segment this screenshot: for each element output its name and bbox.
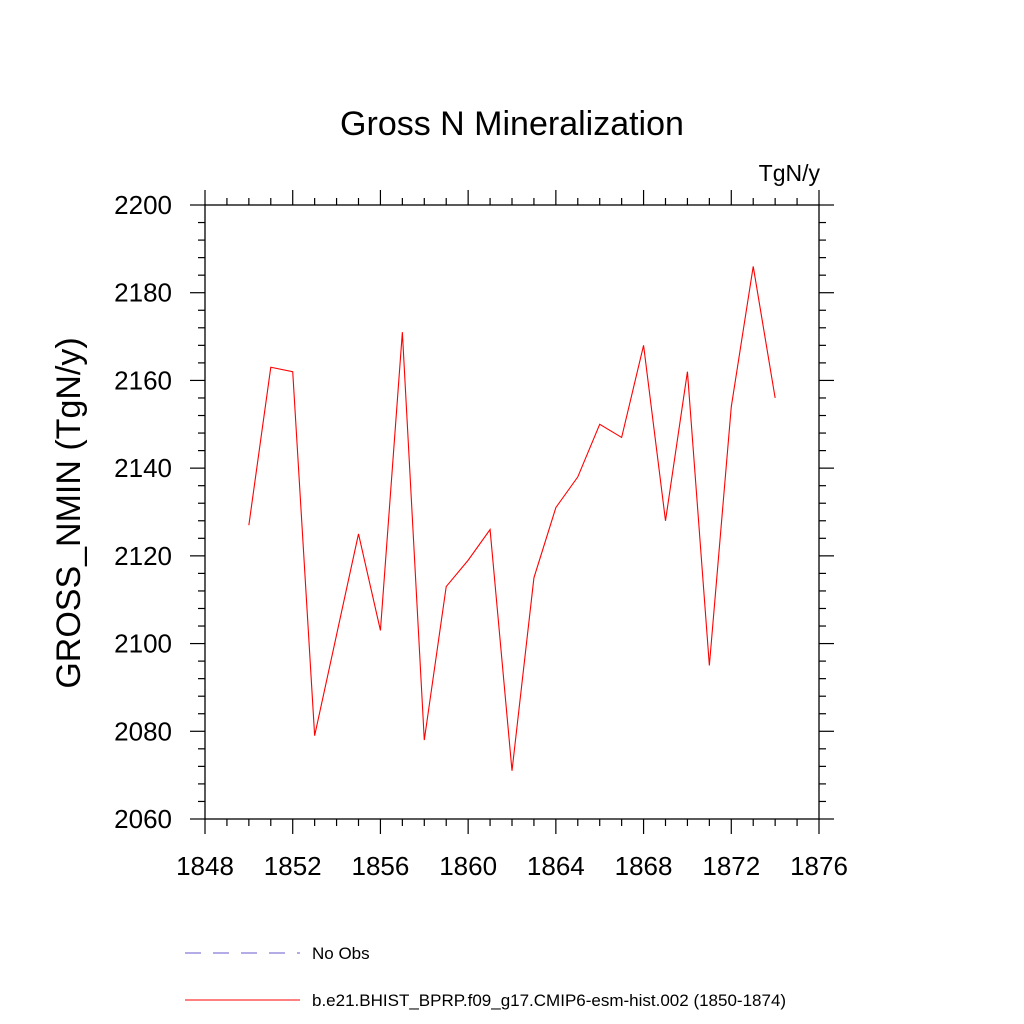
axis-tick-labels: 1848 1852 1856 1860 1864 1868 1872 1876 2060 2080…: [114, 190, 848, 881]
units-label: TgN/y: [759, 160, 821, 186]
x-tick-label: 1872: [702, 851, 760, 881]
y-tick-label: 2200: [114, 190, 172, 220]
series-lines: [248, 266, 776, 771]
y-tick-label: 2140: [114, 453, 172, 483]
y-tick-label: 2100: [114, 629, 172, 659]
x-tick-label: 1860: [439, 851, 497, 881]
x-tick-label: 1852: [264, 851, 322, 881]
x-tick-label: 1868: [615, 851, 673, 881]
x-tick-label: 1848: [176, 851, 234, 881]
y-tick-label: 2120: [114, 541, 172, 571]
series-line: [248, 266, 776, 771]
legend-label: b.e21.BHIST_BPRP.f09_g17.CMIP6-esm-hist.…: [312, 991, 786, 1010]
x-tick-label: 1856: [352, 851, 410, 881]
plot-frame: [204, 204, 820, 820]
y-tick-label: 2180: [114, 278, 172, 308]
y-axis-label: GROSS_NMIN (TgN/y): [50, 337, 88, 688]
y-tick-label: 2080: [114, 716, 172, 746]
axis-ticks: [190, 190, 834, 834]
y-tick-label: 2160: [114, 365, 172, 395]
x-tick-label: 1864: [527, 851, 585, 881]
legend: No Obs b.e21.BHIST_BPRP.f09_g17.CMIP6-esm…: [185, 944, 786, 1010]
y-tick-label: 2060: [114, 804, 172, 834]
x-tick-label: 1876: [790, 851, 848, 881]
legend-label: No Obs: [312, 944, 370, 963]
chart-title: Gross N Mineralization: [340, 105, 684, 143]
